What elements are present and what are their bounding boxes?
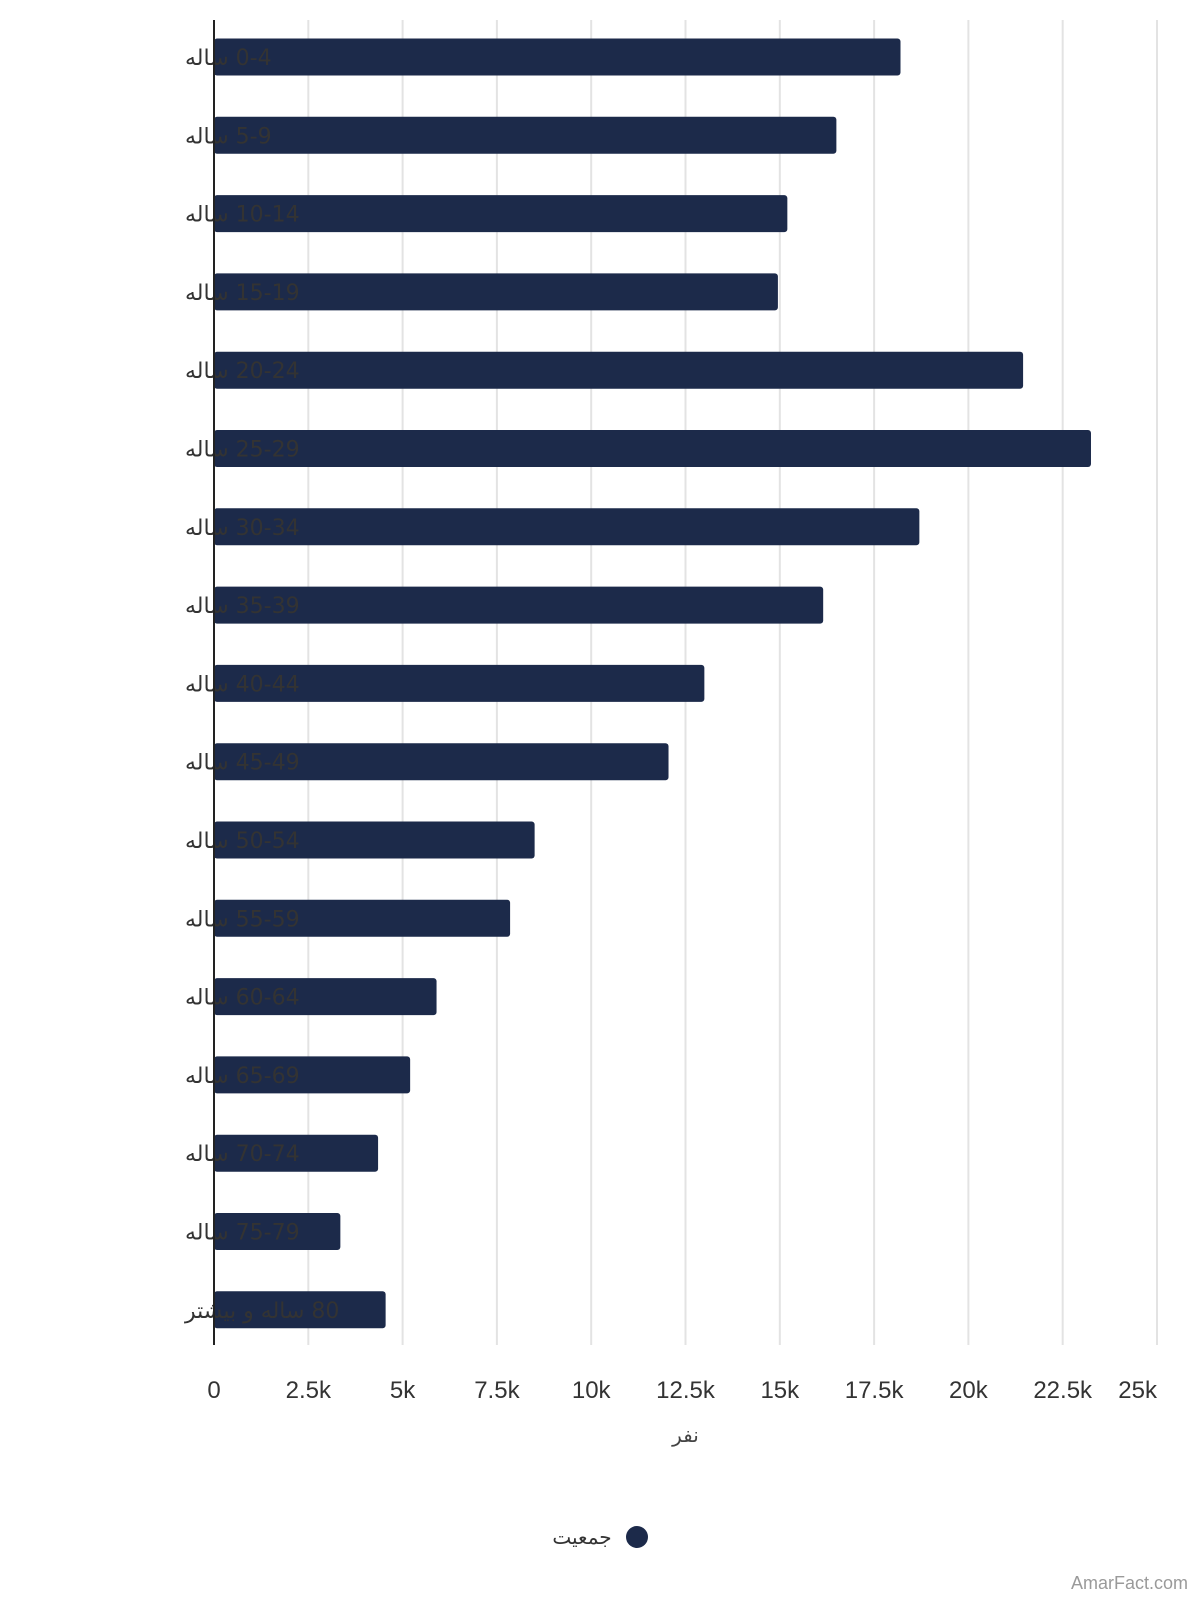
category-label: 75-79 ساله — [185, 1221, 300, 1246]
x-tick-label: 20k — [949, 1377, 989, 1404]
category-label: 25-29 ساله — [185, 438, 300, 463]
bar — [214, 664, 705, 702]
x-tick-label: 25k — [1118, 1377, 1158, 1404]
category-label: 15-19 ساله — [185, 281, 300, 306]
watermark: AmarFact.com — [1070, 1573, 1188, 1593]
category-label: 65-69 ساله — [185, 1064, 300, 1089]
category-label: 60-64 ساله — [185, 986, 300, 1011]
x-tick-label: 17.5k — [845, 1377, 905, 1404]
bar — [214, 508, 920, 546]
population-bar-chart: 0-4 ساله 5-9 ساله 10-14 ساله 15-19 ساله 20-2… — [184, 20, 1158, 1447]
x-tick-label: 10k — [572, 1377, 612, 1404]
bar — [214, 351, 1024, 389]
bar — [214, 1134, 379, 1172]
category-label: 30-34 ساله — [185, 516, 300, 541]
legend: جمعیت — [0, 1525, 1200, 1549]
x-tick-label: 15k — [760, 1377, 800, 1404]
bar — [214, 430, 1091, 467]
bar — [214, 586, 824, 624]
bar — [214, 116, 837, 154]
legend-marker — [625, 1526, 648, 1548]
category-label: 70-74 ساله — [185, 1142, 300, 1167]
category-labels: 0-4 ساله 5-9 ساله 10-14 ساله 15-19 ساله 20-2… — [184, 46, 339, 1324]
bar — [214, 743, 669, 781]
x-tick-labels: 0 2.5k 5k 7.5k 10k 12.5k 15k 17.5k 20k 22.5k 25k — [207, 1377, 1158, 1404]
x-tick-label: 2.5k — [286, 1377, 332, 1404]
x-tick-label: 5k — [390, 1377, 416, 1404]
bar — [214, 273, 778, 311]
bar — [214, 1213, 341, 1250]
bar — [214, 38, 901, 76]
bar — [214, 1291, 386, 1329]
x-axis-title: نفر — [671, 1423, 699, 1447]
category-label: 50-54 ساله — [185, 829, 300, 854]
category-label: 40-44 ساله — [185, 672, 300, 697]
category-label: 10-14 ساله — [185, 203, 300, 228]
category-label: 20-24 ساله — [185, 359, 300, 384]
bar — [214, 821, 535, 859]
legend-label: جمعیت — [552, 1525, 612, 1549]
x-tick-label: 22.5k — [1033, 1377, 1093, 1404]
category-label: 80 ساله و بیشتر — [184, 1299, 339, 1324]
bar — [214, 1056, 411, 1094]
category-label: 55-59 ساله — [185, 907, 300, 932]
x-tick-label: 12.5k — [656, 1377, 716, 1404]
category-label: 45-49 ساله — [185, 751, 300, 776]
x-tick-label: 7.5k — [474, 1377, 520, 1404]
bar — [214, 899, 511, 937]
category-label: 0-4 ساله — [185, 46, 272, 71]
category-label: 5-9 ساله — [185, 124, 272, 149]
bars-group — [214, 38, 1091, 1329]
bar — [214, 978, 437, 1016]
category-label: 35-39 ساله — [185, 594, 300, 619]
x-tick-label: 0 — [207, 1377, 220, 1404]
bar — [214, 195, 788, 233]
